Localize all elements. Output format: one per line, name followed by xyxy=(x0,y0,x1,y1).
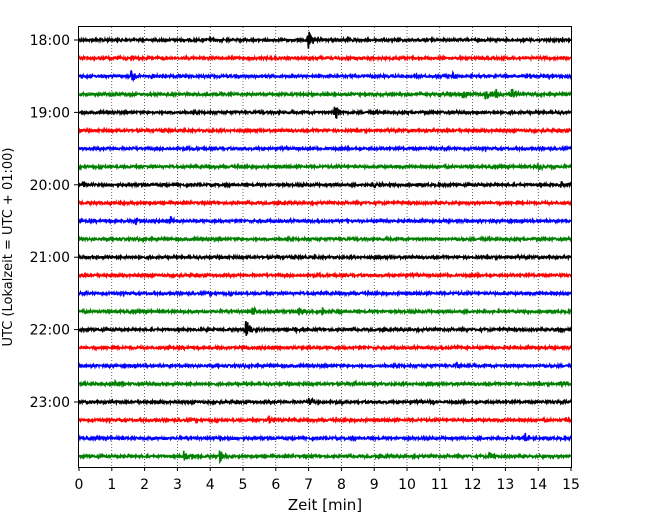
x-tick-label: 2 xyxy=(140,477,149,493)
trace-line xyxy=(78,162,572,172)
x-tick-label: 11 xyxy=(431,477,449,493)
y-tick-label: 22:00 xyxy=(30,323,70,339)
x-axis-ticks: 0 1 2 3 4 5 6 7 8 9 10 11 12 13 14 15 xyxy=(75,467,580,493)
y-tick-label: 23:00 xyxy=(30,395,70,411)
trace-line xyxy=(78,450,572,465)
trace-line xyxy=(78,216,572,226)
x-tick-label: 4 xyxy=(206,477,215,493)
plot-frame xyxy=(78,26,572,468)
x-tick-label: 5 xyxy=(239,477,248,493)
x-tick-label: 7 xyxy=(304,477,313,493)
trace-line xyxy=(78,88,572,100)
y-axis-ticks: 18:00 19:00 20:00 21:00 22:00 23:00 xyxy=(30,33,79,411)
y-tick-label: 18:00 xyxy=(30,33,70,49)
trace-line xyxy=(78,53,572,63)
trace-line xyxy=(78,144,572,153)
trace-line xyxy=(78,198,572,208)
y-tick-label: 21:00 xyxy=(30,250,70,266)
trace-line xyxy=(78,397,572,407)
x-tick-label: 12 xyxy=(464,477,482,493)
x-tick-label: 9 xyxy=(370,477,379,493)
trace-line xyxy=(78,378,572,389)
trace-line xyxy=(78,70,572,83)
vertical-gridlines xyxy=(111,27,539,467)
trace-line xyxy=(78,106,572,119)
x-tick-label: 10 xyxy=(398,477,416,493)
trace-line xyxy=(78,31,572,49)
trace-line xyxy=(78,415,572,425)
y-tick-label: 20:00 xyxy=(30,178,70,194)
seismogram-traces xyxy=(78,31,572,465)
trace-line xyxy=(78,180,572,189)
trace-line xyxy=(78,320,572,336)
trace-line xyxy=(78,361,572,371)
x-tick-label: 0 xyxy=(75,477,84,493)
trace-line xyxy=(78,432,572,443)
x-tick-label: 3 xyxy=(173,477,182,493)
x-tick-label: 1 xyxy=(107,477,116,493)
trace-line xyxy=(78,343,572,352)
trace-line xyxy=(78,253,572,262)
y-tick-label: 19:00 xyxy=(30,105,70,121)
x-axis-label: Zeit [min] xyxy=(288,496,362,514)
trace-line xyxy=(78,289,572,298)
y-axis-label: UTC (Lokalzeit = UTC + 01:00) xyxy=(1,148,16,347)
x-tick-label: 14 xyxy=(529,477,547,493)
x-tick-label: 6 xyxy=(271,477,280,493)
trace-line xyxy=(78,234,572,244)
trace-line xyxy=(78,271,572,280)
x-tick-label: 15 xyxy=(562,477,580,493)
x-tick-label: 8 xyxy=(337,477,346,493)
trace-line xyxy=(78,126,572,135)
x-tick-label: 13 xyxy=(496,477,514,493)
trace-line xyxy=(78,305,572,317)
